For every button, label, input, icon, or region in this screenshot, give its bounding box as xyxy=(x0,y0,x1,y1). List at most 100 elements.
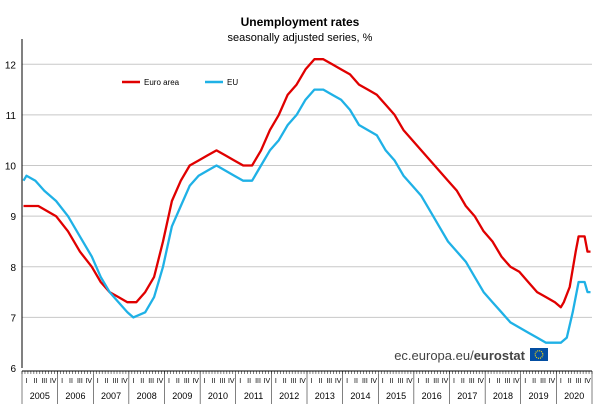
x-quarter-label-2012-I: I xyxy=(275,378,277,385)
legend-label-euro-area: Euro area xyxy=(144,78,180,87)
y-axis-tick-labels: 6 7 8 9 10 11 12 xyxy=(5,60,17,375)
y-tick-label-9: 9 xyxy=(10,212,16,223)
x-quarter-label-2009-IV: IV xyxy=(192,378,199,385)
legend-label-eu: EU xyxy=(227,78,238,87)
x-quarter-label-2006-I: I xyxy=(61,378,63,385)
x-quarter-label-2010-II: II xyxy=(212,378,216,385)
x-year-label-2015: 2015 xyxy=(386,391,406,401)
source-domain: ec.europa.eu/ xyxy=(394,348,474,363)
gridlines xyxy=(21,39,592,368)
x-quarter-label-2014-II: II xyxy=(354,378,358,385)
x-quarter-label-2015-IV: IV xyxy=(406,378,413,385)
x-quarter-label-2008-II: II xyxy=(140,378,144,385)
x-quarter-label-2017-IV: IV xyxy=(477,378,484,385)
y-tick-label-11: 11 xyxy=(6,111,17,122)
x-quarter-label-2008-IV: IV xyxy=(157,378,164,385)
x-quarter-label-2010-III: III xyxy=(219,378,225,385)
x-year-label-2006: 2006 xyxy=(65,391,85,401)
chart-subtitle: seasonally adjusted series, % xyxy=(228,32,373,44)
x-quarter-label-2017-II: II xyxy=(461,378,465,385)
x-year-label-2014: 2014 xyxy=(350,391,370,401)
x-quarter-label-2013-IV: IV xyxy=(335,378,342,385)
series-line-euro-area xyxy=(23,58,591,309)
x-quarter-label-2018-II: II xyxy=(497,378,501,385)
x-quarter-label-2017-I: I xyxy=(453,378,455,385)
x-quarter-label-2020-IV: IV xyxy=(584,378,591,385)
x-year-label-2019: 2019 xyxy=(529,391,549,401)
x-quarter-label-2017-III: III xyxy=(469,378,475,385)
x-quarter-label-2012-III: III xyxy=(291,378,297,385)
x-quarter-label-2007-I: I xyxy=(97,378,99,385)
x-quarter-label-2009-III: III xyxy=(184,378,190,385)
series-line-eu xyxy=(22,88,591,344)
x-quarter-label-2015-III: III xyxy=(398,378,404,385)
x-year-label-2017: 2017 xyxy=(457,391,477,401)
x-quarter-label-2008-III: III xyxy=(148,378,154,385)
x-year-label-2012: 2012 xyxy=(279,391,299,401)
legend: Euro area EU xyxy=(122,78,238,87)
x-year-label-2011: 2011 xyxy=(244,391,263,401)
x-quarter-label-2006-II: II xyxy=(69,378,73,385)
x-quarter-label-2020-III: III xyxy=(576,378,582,385)
x-quarter-label-2015-II: II xyxy=(390,378,394,385)
x-quarter-label-2019-III: III xyxy=(540,378,546,385)
x-year-label-2009: 2009 xyxy=(172,391,192,401)
x-quarter-label-2018-IV: IV xyxy=(513,378,520,385)
data-series xyxy=(22,58,591,344)
x-quarter-label-2015-I: I xyxy=(382,378,384,385)
x-quarter-label-2013-I: I xyxy=(310,378,312,385)
x-quarter-label-2020-I: I xyxy=(560,378,562,385)
x-quarter-label-2008-I: I xyxy=(132,378,134,385)
x-year-label-2008: 2008 xyxy=(137,391,157,401)
y-tick-label-12: 12 xyxy=(5,60,17,71)
source-url: ec.europa.eu/eurostat xyxy=(394,348,525,363)
x-quarter-label-2019-IV: IV xyxy=(549,378,556,385)
eu-flag-icon xyxy=(530,348,548,361)
x-quarter-label-2006-III: III xyxy=(77,378,83,385)
x-quarter-label-2013-II: II xyxy=(318,378,322,385)
y-tick-label-8: 8 xyxy=(10,263,16,274)
x-quarter-label-2012-II: II xyxy=(283,378,287,385)
x-quarter-label-2010-IV: IV xyxy=(228,378,235,385)
x-quarter-label-2016-III: III xyxy=(433,378,439,385)
source-credit: ec.europa.eu/eurostat xyxy=(394,348,548,363)
x-year-label-2005: 2005 xyxy=(30,391,50,401)
x-quarter-label-2014-I: I xyxy=(346,378,348,385)
x-year-label-2010: 2010 xyxy=(208,391,228,401)
x-quarter-label-2007-II: II xyxy=(105,378,109,385)
x-quarter-label-2016-IV: IV xyxy=(442,378,449,385)
x-quarter-label-2009-I: I xyxy=(168,378,170,385)
source-brand: eurostat xyxy=(474,348,526,363)
chart-title: Unemployment rates xyxy=(241,15,360,29)
x-quarter-label-2007-IV: IV xyxy=(121,378,128,385)
y-tick-label-7: 7 xyxy=(10,313,16,324)
x-quarter-label-2013-III: III xyxy=(326,378,332,385)
x-quarter-label-2009-II: II xyxy=(176,378,180,385)
x-quarter-label-2006-IV: IV xyxy=(85,378,92,385)
x-quarter-label-2019-I: I xyxy=(524,378,526,385)
x-quarter-label-2007-III: III xyxy=(113,378,119,385)
x-quarter-label-2005-III: III xyxy=(41,378,47,385)
x-quarter-label-2016-II: II xyxy=(425,378,429,385)
x-quarter-label-2005-I: I xyxy=(25,378,27,385)
x-quarter-label-2010-I: I xyxy=(204,378,206,385)
x-quarter-label-2020-II: II xyxy=(568,378,572,385)
x-quarter-label-2011-IV: IV xyxy=(264,378,271,385)
x-quarter-label-2014-IV: IV xyxy=(370,378,377,385)
x-quarter-label-2019-II: II xyxy=(532,378,536,385)
x-quarter-label-2011-III: III xyxy=(255,378,261,385)
x-year-label-2018: 2018 xyxy=(493,391,513,401)
x-year-label-2020: 2020 xyxy=(564,391,584,401)
x-quarter-label-2016-I: I xyxy=(417,378,419,385)
x-quarter-label-2018-III: III xyxy=(504,378,510,385)
x-year-label-2007: 2007 xyxy=(101,391,121,401)
x-year-label-2013: 2013 xyxy=(315,391,335,401)
x-quarter-label-2014-III: III xyxy=(362,378,368,385)
y-tick-label-6: 6 xyxy=(10,364,16,375)
x-year-label-2016: 2016 xyxy=(422,391,442,401)
x-quarter-label-2018-I: I xyxy=(489,378,491,385)
x-quarter-label-2012-IV: IV xyxy=(299,378,306,385)
x-quarter-label-2005-IV: IV xyxy=(50,378,57,385)
